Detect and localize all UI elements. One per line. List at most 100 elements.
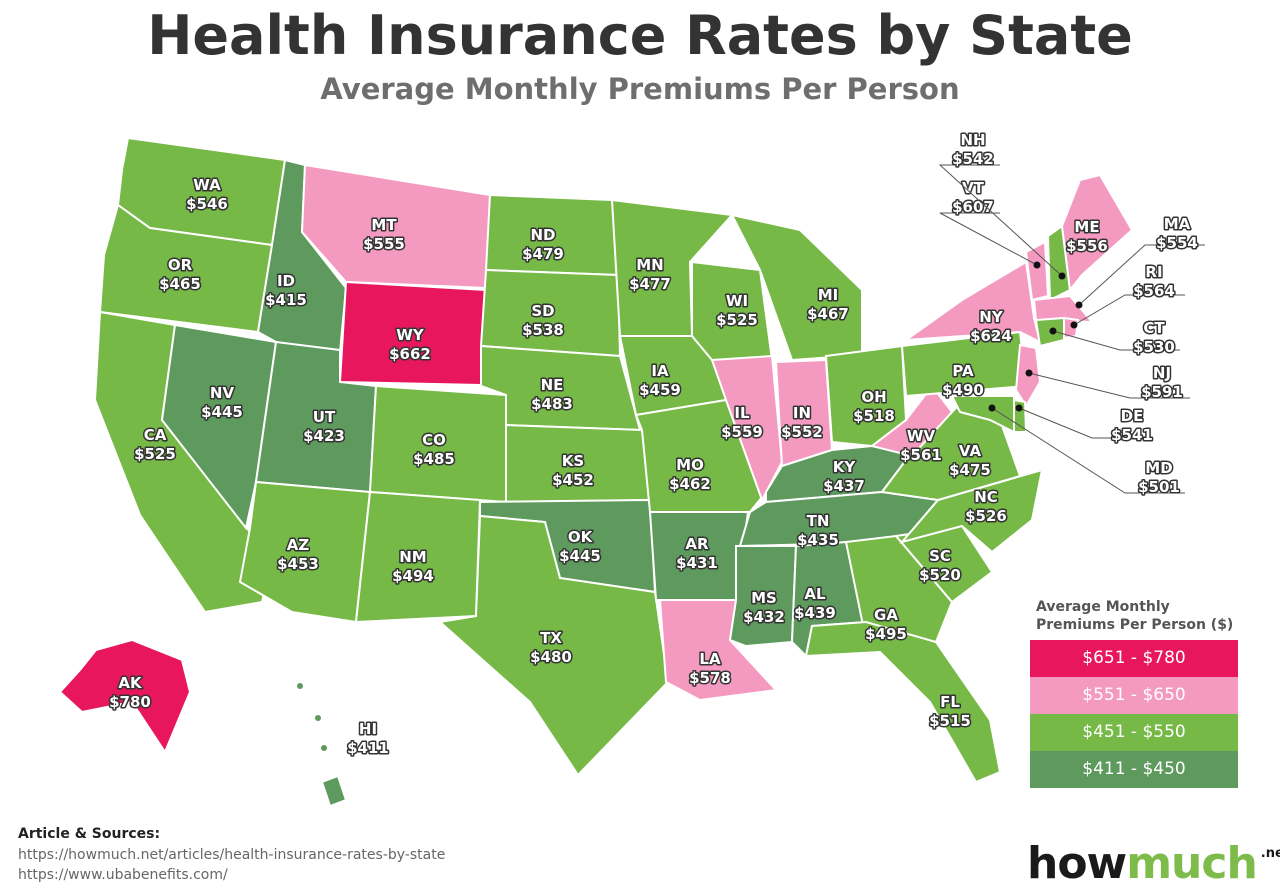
- state-abbr-ar: AR: [685, 535, 709, 553]
- state-hi: [320, 774, 348, 808]
- callout-dot-ct: [1049, 327, 1057, 335]
- state-abbr-wa: WA: [193, 176, 221, 194]
- state-premium-va: $475: [949, 461, 991, 479]
- state-premium-wv: $561: [900, 446, 942, 464]
- state-premium-or: $465: [159, 275, 201, 293]
- state-abbr-la: LA: [699, 650, 721, 668]
- logo-part-much: much: [1126, 838, 1258, 889]
- state-abbr-ia: IA: [651, 362, 669, 380]
- state-premium-de: $541: [1111, 426, 1153, 444]
- state-premium-ma: $554: [1156, 234, 1198, 252]
- legend-title-line2: Premiums Per Person ($): [1036, 617, 1234, 633]
- state-abbr-in: IN: [793, 404, 811, 422]
- state-abbr-mt: MT: [371, 216, 397, 234]
- state-abbr-nd: ND: [530, 226, 555, 244]
- state-premium-nm: $494: [392, 567, 434, 585]
- state-premium-ct: $530: [1133, 338, 1175, 356]
- state-abbr-mn: MN: [636, 256, 663, 274]
- state-premium-ky: $437: [823, 477, 865, 495]
- source-link-howmuch[interactable]: https://howmuch.net/articles/health-insu…: [18, 847, 446, 863]
- state-premium-ri: $564: [1133, 282, 1175, 300]
- callout-line-nj: [1028, 372, 1190, 399]
- callout-dot-md: [988, 404, 996, 412]
- state-premium-nc: $526: [965, 507, 1007, 525]
- state-premium-ms: $432: [743, 608, 785, 626]
- state-abbr-ma: MA: [1164, 215, 1191, 233]
- state-abbr-oh: OH: [861, 388, 886, 406]
- state-abbr-vt: VT: [962, 179, 985, 197]
- legend: Average Monthly Premiums Per Person ($) …: [1030, 598, 1238, 788]
- state-abbr-wy: WY: [396, 326, 425, 344]
- state-abbr-hi: HI: [359, 720, 377, 738]
- state-premium-nd: $479: [522, 245, 564, 263]
- state-wv: [869, 384, 954, 458]
- callout-line-de: [1018, 407, 1152, 439]
- sources-heading: Article & Sources:: [18, 826, 161, 842]
- state-premium-ne: $483: [531, 395, 573, 413]
- state-premium-ks: $452: [552, 471, 594, 489]
- state-md: [950, 395, 1015, 434]
- state-abbr-nj: NJ: [1153, 364, 1171, 382]
- state-abbr-id: ID: [277, 272, 295, 290]
- state-abbr-ky: KY: [833, 458, 857, 476]
- source-link-ubabenefits[interactable]: https://www.ubabenefits.com/: [18, 867, 228, 883]
- state-premium-mo: $462: [669, 475, 711, 493]
- state-premium-md: $501: [1138, 478, 1180, 496]
- state-abbr-or: OR: [168, 256, 193, 274]
- state-premium-id: $415: [265, 291, 307, 309]
- legend-title-line1: Average Monthly: [1036, 599, 1170, 615]
- state-premium-nv: $445: [201, 403, 243, 421]
- state-abbr-wi: WI: [726, 292, 748, 310]
- state-abbr-ms: MS: [751, 589, 777, 607]
- callout-line-ri: [1073, 294, 1185, 326]
- state-premium-sc: $520: [919, 566, 961, 584]
- howmuch-logo: howmuch.net: [1027, 838, 1280, 889]
- state-premium-wy: $662: [389, 345, 431, 363]
- state-abbr-ri: RI: [1145, 263, 1162, 281]
- page-title: Health Insurance Rates by State: [147, 4, 1133, 67]
- callout-line-ma: [1078, 244, 1205, 306]
- state-premium-il: $559: [721, 423, 763, 441]
- state-abbr-al: AL: [804, 585, 826, 603]
- state-abbr-ok: OK: [568, 528, 594, 546]
- callout-dot-ma: [1075, 301, 1083, 309]
- state-abbr-nv: NV: [210, 384, 235, 402]
- legend-tier-highest: $651 - $780: [1030, 640, 1238, 677]
- state-premium-az: $453: [277, 555, 319, 573]
- state-premium-mt: $555: [363, 235, 405, 253]
- state-nv: [160, 323, 278, 531]
- callout-dot-vt: [1033, 261, 1041, 269]
- state-premium-nj: $591: [1141, 383, 1183, 401]
- logo-part-how: how: [1027, 838, 1127, 889]
- state-premium-ut: $423: [303, 427, 345, 445]
- state-ma: [1032, 294, 1095, 324]
- state-abbr-ca: CA: [144, 426, 167, 444]
- state-premium-wa: $546: [186, 195, 228, 213]
- legend-tier-low: $411 - $450: [1030, 751, 1238, 788]
- state-abbr-ks: KS: [562, 452, 584, 470]
- state-abbr-co: CO: [422, 431, 446, 449]
- state-abbr-nh: NH: [960, 131, 985, 149]
- state-ny: [902, 260, 1042, 344]
- state-premium-la: $578: [689, 669, 731, 687]
- state-premium-al: $439: [794, 604, 836, 622]
- page-subtitle: Average Monthly Premiums Per Person: [320, 72, 960, 106]
- state-ak: [58, 638, 192, 755]
- state-abbr-wv: WV: [907, 427, 936, 445]
- state-premium-mn: $477: [629, 275, 671, 293]
- state-premium-mi: $467: [807, 305, 849, 323]
- state-premium-hi: $411: [347, 739, 389, 757]
- state-abbr-fl: FL: [940, 693, 960, 711]
- state-abbr-sd: SD: [531, 302, 554, 320]
- state-abbr-nc: NC: [974, 488, 998, 506]
- state-premium-me: $556: [1066, 237, 1108, 255]
- callout-dot-de: [1015, 404, 1023, 412]
- state-abbr-ny: NY: [979, 308, 1004, 326]
- state-abbr-mo: MO: [676, 456, 704, 474]
- state-abbr-ne: NE: [541, 376, 564, 394]
- state-abbr-ga: GA: [874, 606, 898, 624]
- state-premium-wi: $525: [716, 311, 758, 329]
- callout-line-nh: [938, 164, 1063, 277]
- state-abbr-il: IL: [734, 404, 750, 422]
- state-premium-ia: $459: [639, 381, 681, 399]
